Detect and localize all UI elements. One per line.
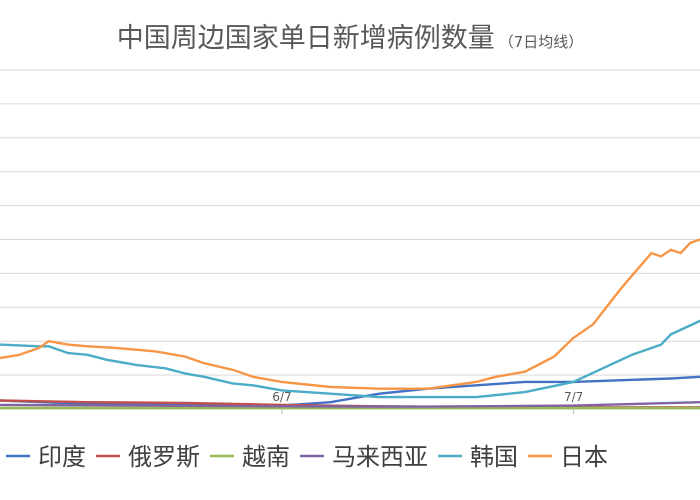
legend-label: 韩国 <box>470 443 518 471</box>
x-tick-label: 7/7 <box>564 390 583 404</box>
chart-title-row: 中国周边国家单日新增病例数量 （7日均线） <box>0 16 700 55</box>
series-line <box>0 401 700 408</box>
x-tick-label: 6/7 <box>272 390 291 404</box>
legend-label: 越南 <box>242 443 290 471</box>
legend-label: 马来西亚 <box>332 443 428 471</box>
legend-label: 俄罗斯 <box>128 443 200 471</box>
chart-subtitle: （7日均线） <box>498 33 584 51</box>
legend-label: 印度 <box>38 443 86 471</box>
chart-title: 中国周边国家单日新增病例数量 <box>116 23 495 54</box>
series-line <box>0 238 700 390</box>
legend-label: 日本 <box>560 443 608 471</box>
series-line <box>0 319 700 399</box>
